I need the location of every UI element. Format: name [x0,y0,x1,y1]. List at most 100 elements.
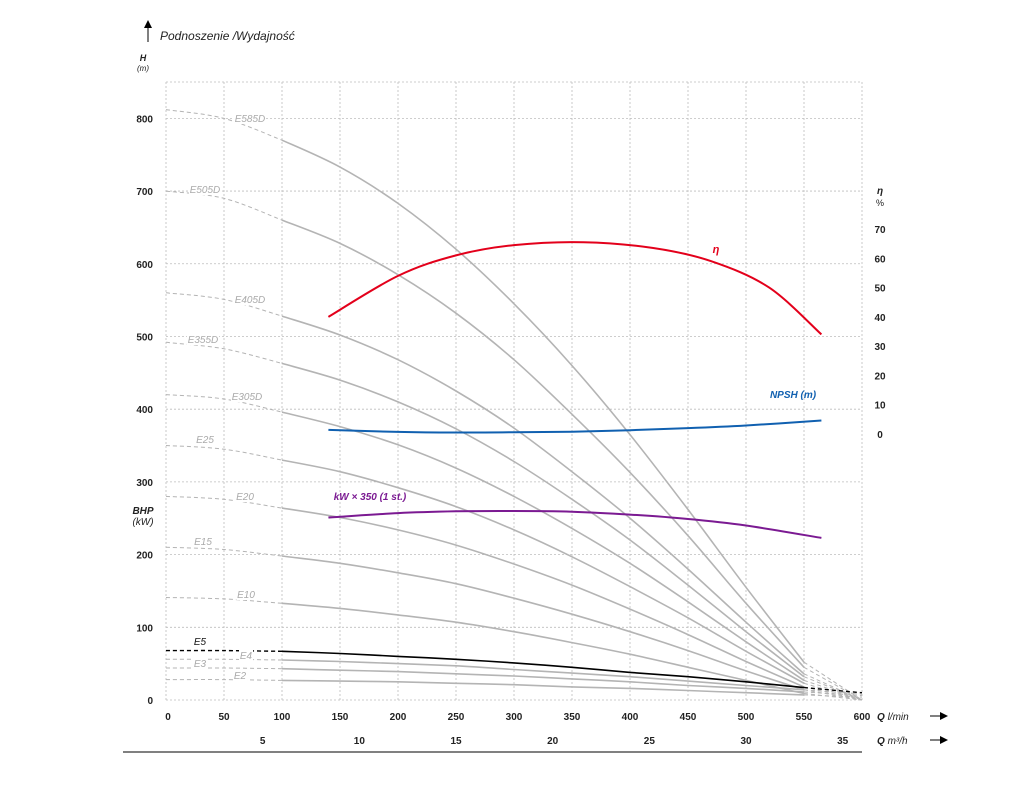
efficiency-curve [327,241,823,336]
x-bottom-tick-label: 20 [547,736,559,747]
curve-label: E585D [235,114,266,125]
head-curve [281,459,805,684]
head-curve [281,679,805,696]
right-tick-label: 10 [874,401,886,412]
curve-label-background [235,491,255,502]
x-top-axis-label: Q l/min [877,712,909,723]
curve-label: E15 [194,537,212,548]
curve-label: E2 [234,671,247,682]
x-tick-label: 150 [332,712,349,723]
curve-label-background [236,589,256,600]
right-axis-unit: % [876,198,884,208]
npsh-label: NPSH (m) [770,390,817,401]
head-curve [281,659,805,691]
head-curve-dashed [165,292,283,317]
head-curve [281,667,805,693]
power-label: kW × 350 (1 st.) [334,492,407,503]
curve-label: E305D [232,392,263,403]
head-curve [281,507,805,688]
x-bottom-tick-label: 10 [354,736,366,747]
head-curve-dashed [165,649,283,652]
y-tick-label: 200 [136,551,153,562]
x-bottom-tick-label: 30 [740,736,752,747]
y-tick-label: 100 [136,623,153,634]
head-curve-dashed [165,679,283,681]
x-bottom-tick-label: 5 [260,736,266,747]
y-tick-label: 0 [147,696,153,707]
npsh-curve [328,419,822,434]
curve-label-background [239,650,253,661]
curve-label-background [193,658,207,669]
head-curve-dashed [165,394,283,413]
y-tick-label: 600 [136,260,153,271]
curve-label: E20 [236,492,254,503]
y-axis-label: H [140,53,147,63]
right-tick-label: 50 [874,284,886,295]
head-curve-dashed [165,495,283,509]
right-arrow-icon [930,736,948,744]
up-arrow-icon [144,20,152,42]
head-curve-dashed [165,597,283,604]
head-curve-dashed [165,445,283,461]
bhp-unit: (kW) [132,517,153,528]
curve-label-background [193,536,213,547]
x-tick-label: 500 [738,712,755,723]
right-tick-label: 70 [874,225,886,236]
head-curve-dashed [165,190,283,221]
curve-label-background [195,434,215,445]
curve-label-background [234,113,266,124]
head-curve-dashed [803,691,863,697]
x-tick-label: 0 [165,712,171,723]
x-bottom-tick-label: 35 [837,736,849,747]
curve-label: E4 [240,651,253,662]
curve-label: E405D [235,295,266,306]
x-tick-label: 50 [218,712,230,723]
curve-label: E5 [194,637,207,648]
right-tick-label: 30 [874,342,886,353]
right-arrow-icon [930,712,948,720]
x-tick-label: 300 [506,712,523,723]
curve-label-background [234,294,266,305]
x-bottom-tick-label: 15 [450,736,462,747]
x-tick-label: 450 [680,712,697,723]
y-axis-unit: (m) [137,64,149,73]
special-curves: η NPSH (m) kW × 350 (1 st.) [327,241,823,539]
head-curve [281,555,805,691]
curve-label-background [187,334,219,345]
head-curve-dashed [803,693,863,701]
right-tick-label: 20 [874,371,886,382]
head-curve-dashed [803,661,863,701]
right-tick-label: 0 [877,430,883,441]
labels: 0100200300400500600700800010203040506070… [136,114,886,747]
curve-label-background [233,670,247,681]
y-tick-label: 300 [136,478,153,489]
y-tick-label: 700 [136,187,153,198]
x-tick-label: 250 [448,712,465,723]
head-curves: E585D E505D E405D E355D E305D E25 E20 E15 E10 E5 E… [165,109,863,701]
head-curve-dashed [165,667,283,670]
chart-title: Podnoszenie /Wydajność [160,29,295,43]
curve-label-background [231,391,263,402]
bhp-label: BHP [132,506,153,517]
head-curve [281,219,805,668]
curve-label: E10 [237,590,255,601]
x-tick-label: 100 [274,712,291,723]
y-tick-label: 500 [136,332,153,343]
curve-label: E25 [196,435,214,446]
head-curve [281,650,805,689]
head-curve [281,139,805,663]
curve-label: E355D [188,335,219,346]
head-curve-dashed [165,546,283,557]
x-tick-label: 600 [854,712,871,723]
curve-label-background [193,636,207,647]
right-tick-label: 40 [874,313,886,324]
head-curve [281,602,805,695]
head-curve [281,315,805,675]
x-tick-label: 200 [390,712,407,723]
head-curve-dashed [803,694,863,698]
x-tick-label: 400 [622,712,639,723]
y-tick-label: 400 [136,405,153,416]
head-curve-dashed [165,109,283,141]
efficiency-label: η [713,244,720,256]
